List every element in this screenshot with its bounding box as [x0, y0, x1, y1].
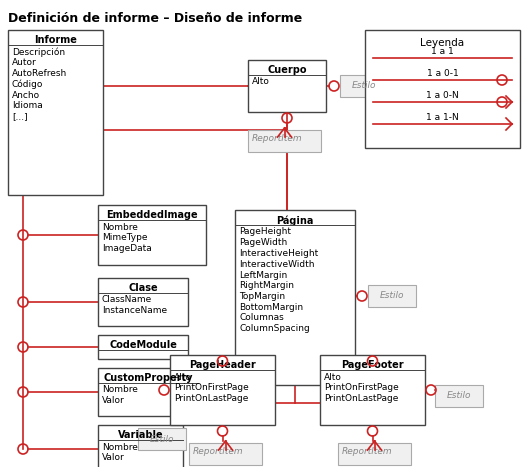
Text: ImageData: ImageData — [102, 244, 152, 253]
Text: ReportItem: ReportItem — [193, 447, 243, 456]
Bar — [248, 60, 326, 112]
Text: 1 a 0-1: 1 a 0-1 — [427, 69, 458, 78]
Text: [...]: [...] — [12, 112, 27, 121]
Text: TopMargin: TopMargin — [239, 292, 285, 301]
Bar — [320, 355, 425, 425]
Bar — [98, 368, 198, 416]
Text: ReportItem: ReportItem — [342, 447, 393, 456]
Text: Alto: Alto — [324, 373, 342, 382]
Text: Idioma: Idioma — [12, 101, 43, 110]
Text: PageHeader: PageHeader — [189, 360, 256, 370]
Text: MimeType: MimeType — [102, 233, 148, 242]
Text: PageHeight: PageHeight — [239, 227, 291, 236]
Bar — [340, 75, 388, 97]
Text: Nombre: Nombre — [102, 222, 138, 232]
Bar — [98, 335, 188, 359]
Text: 1 a 0-N: 1 a 0-N — [426, 91, 459, 100]
Text: ColumnSpacing: ColumnSpacing — [239, 324, 310, 333]
Text: Estilo: Estilo — [380, 291, 404, 300]
Text: Columnas: Columnas — [239, 313, 284, 323]
Text: Estilo: Estilo — [150, 434, 174, 444]
Text: Nombre: Nombre — [102, 385, 138, 395]
Bar — [8, 30, 103, 195]
Bar — [98, 425, 183, 467]
Text: PrintOnFirstPage: PrintOnFirstPage — [174, 383, 249, 392]
Bar — [235, 210, 355, 385]
Text: Valor: Valor — [102, 396, 125, 405]
Bar — [189, 443, 262, 465]
Text: LeftMargin: LeftMargin — [239, 270, 287, 280]
Text: RightMargin: RightMargin — [239, 281, 294, 290]
Bar — [98, 205, 206, 265]
Bar — [138, 428, 186, 450]
Text: Variable: Variable — [118, 430, 163, 440]
Text: 1 a 1-N: 1 a 1-N — [426, 113, 459, 122]
Text: 1 a 1: 1 a 1 — [431, 47, 454, 56]
Text: PrintOnLastPage: PrintOnLastPage — [174, 394, 248, 403]
Bar — [368, 285, 416, 307]
Text: Página: Página — [276, 215, 314, 226]
Text: Autor: Autor — [12, 58, 37, 67]
Text: PrintOnLastPage: PrintOnLastPage — [324, 394, 398, 403]
Text: ClassName: ClassName — [102, 296, 152, 304]
Text: PageFooter: PageFooter — [341, 360, 404, 370]
Text: InstanceName: InstanceName — [102, 306, 167, 315]
Bar — [248, 130, 321, 152]
Text: Alto: Alto — [174, 373, 192, 382]
Text: Nombre: Nombre — [102, 443, 138, 452]
Text: Código: Código — [12, 80, 43, 89]
Bar — [170, 355, 275, 425]
Text: Estilo: Estilo — [352, 82, 376, 91]
Text: Leyenda: Leyenda — [421, 38, 465, 48]
Text: Alto: Alto — [252, 78, 270, 86]
Text: Informe: Informe — [34, 35, 77, 45]
Text: AutoRefresh: AutoRefresh — [12, 69, 67, 78]
Text: PageWidth: PageWidth — [239, 238, 287, 247]
Bar — [338, 443, 411, 465]
Text: BottomMargin: BottomMargin — [239, 303, 303, 312]
Text: Descripción: Descripción — [12, 48, 65, 57]
Bar — [365, 30, 520, 148]
Text: Definición de informe – Diseño de informe: Definición de informe – Diseño de inform… — [8, 12, 302, 25]
Text: EmbeddedImage: EmbeddedImage — [106, 210, 198, 220]
Text: CustomProperty: CustomProperty — [103, 373, 193, 383]
Text: Cuerpo: Cuerpo — [267, 65, 307, 75]
Text: Ancho: Ancho — [12, 91, 40, 99]
Text: Estilo: Estilo — [447, 391, 471, 401]
Text: InteractiveHeight: InteractiveHeight — [239, 249, 318, 258]
Bar — [435, 385, 483, 407]
Text: InteractiveWidth: InteractiveWidth — [239, 260, 315, 269]
Bar — [98, 278, 188, 326]
Text: CodeModule: CodeModule — [109, 340, 177, 350]
Text: PrintOnFirstPage: PrintOnFirstPage — [324, 383, 399, 392]
Text: Valor: Valor — [102, 453, 125, 462]
Text: ReportItem: ReportItem — [252, 134, 302, 143]
Text: Clase: Clase — [128, 283, 158, 293]
